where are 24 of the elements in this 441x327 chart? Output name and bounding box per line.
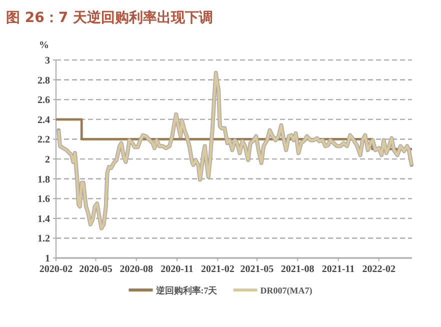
y-tick-label: 1	[45, 254, 50, 264]
y-tick-label: 1.2	[38, 234, 50, 245]
y-tick-label: 1.4	[38, 214, 50, 225]
y-tick-label: 2.8	[38, 75, 50, 86]
x-tick-label: 2020-05	[79, 264, 112, 275]
x-tick-label: 2021-11	[322, 264, 355, 275]
x-tick-label: 2021-05	[240, 264, 274, 275]
y-tick-label: 2.2	[38, 134, 50, 146]
x-tick-label: 2020-11	[160, 264, 194, 275]
x-tick-label: 2020-08	[120, 264, 154, 275]
y-tick-label: 2.6	[38, 95, 50, 106]
y-tick-label: 3	[45, 56, 50, 66]
x-tick-label: 2022-02	[362, 264, 396, 275]
y-axis-title: %	[39, 40, 49, 51]
legend-label: DR007(MA7)	[260, 286, 312, 296]
y-tick-label: 2.4	[38, 114, 50, 126]
y-tick-label: 1.8	[38, 174, 50, 186]
x-tick-label: 2020-02	[39, 264, 73, 275]
legend-label: 逆回购利率:7天	[154, 286, 218, 296]
x-tick-label: 2021-08	[280, 264, 314, 275]
x-tick-label: 2021-02	[200, 264, 234, 275]
y-tick-label: 2	[45, 154, 50, 166]
chart-title: 图 26：7 天逆回购利率出现下调	[6, 9, 213, 26]
y-tick-label: 1.6	[38, 194, 50, 206]
